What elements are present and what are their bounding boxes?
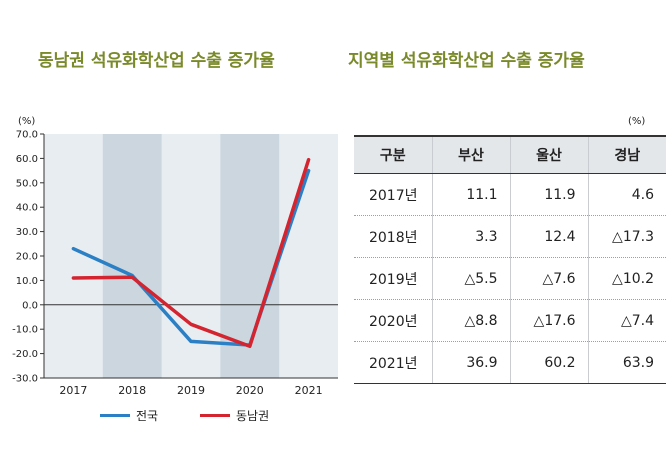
y-tick-label: 60.0 (16, 154, 38, 165)
series-line-1 (71, 157, 311, 349)
y-tick-label: 30.0 (16, 227, 38, 238)
chart-unit: (%) (18, 116, 35, 127)
header-gyeongnam: 경남 (587, 135, 666, 174)
cell-ulsan: 12.4 (509, 215, 588, 258)
row-year: 2020년 (354, 299, 432, 342)
table-row: 2017년 11.1 11.9 4.6 (354, 173, 666, 216)
cell-gyeongnam: 4.6 (587, 173, 666, 216)
x-tick-label: 2020 (236, 384, 264, 397)
cell-ulsan: △17.6 (509, 299, 588, 342)
export-growth-table: 구분 부산 울산 경남 2017년 11.1 11.9 4.6 2018년 3.… (354, 135, 666, 384)
table-header-row: 구분 부산 울산 경남 (354, 135, 666, 174)
x-tick-label: 2017 (59, 384, 87, 397)
x-tick-label: 2018 (118, 384, 146, 397)
cell-busan: 3.3 (431, 215, 510, 258)
cell-ulsan: 11.9 (509, 173, 588, 216)
y-tick-label: 10.0 (16, 276, 38, 287)
table-title: 지역별 석유화학산업 수출 증가율 (348, 51, 585, 71)
table-row: 2018년 3.3 12.4 △17.3 (354, 215, 666, 258)
cell-busan: 11.1 (431, 173, 510, 216)
cell-busan: △5.5 (431, 257, 510, 300)
x-tick-label: 2019 (177, 384, 205, 397)
row-year: 2017년 (354, 173, 432, 216)
x-tick-label: 2021 (295, 384, 323, 397)
table-unit: (%) (628, 116, 646, 127)
table-row: 2020년 △8.8 △17.6 △7.4 (354, 299, 666, 342)
header-busan: 부산 (431, 135, 510, 174)
shaded-band-2018 (102, 134, 162, 378)
cell-gyeongnam: △17.3 (587, 215, 666, 258)
legend-item-national: 전국 (100, 407, 158, 424)
cell-gyeongnam: 63.9 (587, 341, 666, 384)
cell-ulsan: △7.6 (509, 257, 588, 300)
chart-title: 동남권 석유화학산업 수출 증가율 (38, 51, 275, 71)
table-row: 2021년 36.9 60.2 63.9 (354, 341, 666, 384)
row-year: 2018년 (354, 215, 432, 258)
cell-gyeongnam: △10.2 (587, 257, 666, 300)
y-tick-label: 50.0 (16, 178, 38, 189)
row-year: 2019년 (354, 257, 432, 300)
y-tick-label: -20.0 (12, 349, 38, 360)
legend-label-dongnam: 동남권 (236, 409, 270, 423)
cell-busan: △8.8 (431, 299, 510, 342)
row-year: 2021년 (354, 341, 432, 384)
legend-swatch-red (200, 414, 230, 417)
y-tick-label: 70.0 (16, 130, 38, 141)
header-category: 구분 (354, 135, 432, 174)
y-tick-label: 40.0 (16, 203, 38, 214)
legend-label-national: 전국 (136, 409, 159, 423)
cell-ulsan: 60.2 (509, 341, 588, 384)
y-tick-label: -10.0 (12, 325, 38, 336)
table-row: 2019년 △5.5 △7.6 △10.2 (354, 257, 666, 300)
cell-busan: 36.9 (431, 341, 510, 384)
y-tick-label: 0.0 (22, 300, 38, 311)
y-tick-label: -30.0 (12, 374, 38, 385)
y-tick-label: 20.0 (16, 252, 38, 263)
legend-swatch-blue (100, 414, 130, 417)
legend-item-dongnam: 동남권 (200, 407, 269, 424)
cell-gyeongnam: △7.4 (587, 299, 666, 342)
line-chart: 70.0 60.0 50.0 40.0 30.0 20.0 10.0 0.0 -10.0 -20.… (12, 116, 338, 397)
header-ulsan: 울산 (509, 135, 588, 174)
